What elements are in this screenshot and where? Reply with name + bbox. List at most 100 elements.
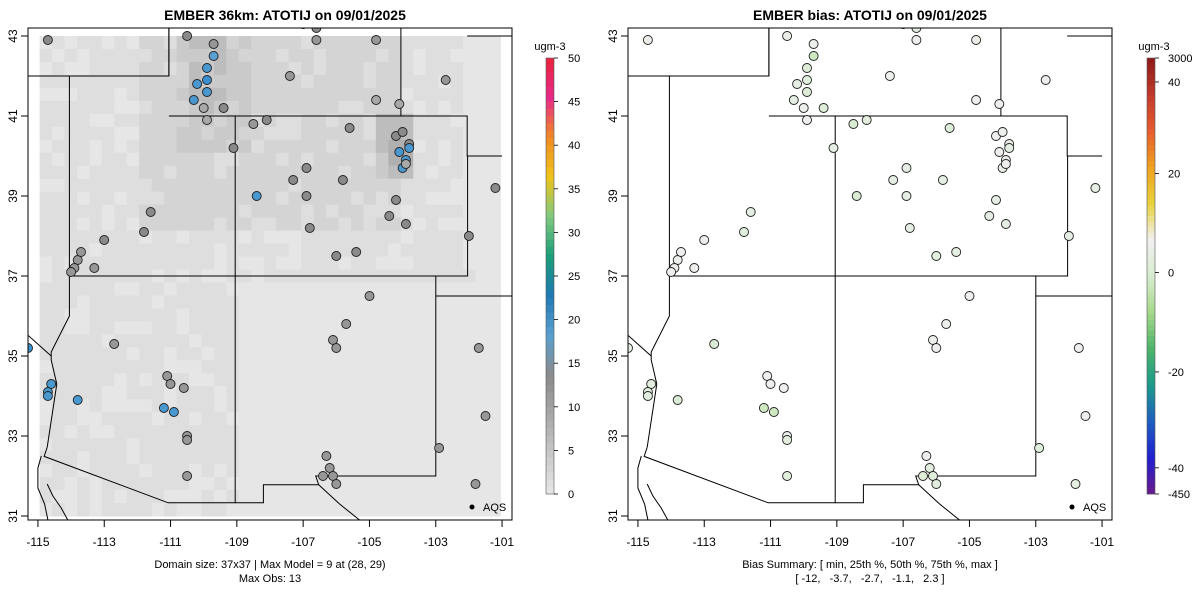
grid-cell <box>425 165 439 180</box>
grid-cell <box>425 477 439 491</box>
grid-cell <box>126 191 140 206</box>
grid-cell <box>213 490 227 504</box>
station-obs-marker <box>371 35 382 45</box>
grid-cell <box>263 490 277 504</box>
grid-cell <box>126 204 140 219</box>
colorbar-segment <box>1147 286 1155 293</box>
colorbar-segment <box>1147 434 1155 440</box>
grid-cell <box>226 87 240 102</box>
grid-cell <box>114 36 128 50</box>
grid-cell <box>126 386 140 400</box>
grid-cell <box>313 61 327 76</box>
grid-cell <box>388 113 402 128</box>
grid-cell <box>101 74 115 89</box>
grid-cell <box>450 399 464 413</box>
grid-cell <box>326 308 339 322</box>
grid-cell <box>388 386 402 400</box>
grid-cell <box>189 282 202 296</box>
grid-cell <box>238 412 252 426</box>
grid-cell <box>64 243 78 258</box>
bias-colorbar-unit: ugm-3 <box>1138 41 1169 53</box>
station-obs-marker <box>168 407 179 417</box>
grid-cell <box>126 321 140 335</box>
grid-cell <box>201 464 215 478</box>
colorbar-segment <box>546 276 554 284</box>
grid-cell <box>226 308 240 322</box>
grid-cell <box>487 464 501 478</box>
grid-cell <box>139 399 153 413</box>
grid-cell <box>114 204 128 219</box>
grid-cell <box>139 373 153 387</box>
grid-cell <box>213 360 227 374</box>
grid-cell <box>39 152 53 167</box>
grid-cell <box>363 477 377 491</box>
grid-cell <box>164 256 178 271</box>
grid-cell <box>350 399 364 413</box>
grid-cell <box>89 412 103 426</box>
colorbar-segment <box>546 116 554 124</box>
grid-cell <box>213 282 227 296</box>
grid-cell <box>388 464 402 478</box>
grid-cell <box>52 412 66 426</box>
grid-cell <box>400 191 414 206</box>
station-bias-marker <box>884 71 895 81</box>
grid-cell <box>39 126 53 141</box>
grid-cell <box>176 87 190 102</box>
grid-cell <box>475 165 489 180</box>
grid-cell <box>313 412 327 426</box>
grid-cell <box>487 243 501 258</box>
grid-cell <box>438 191 452 206</box>
grid-cell <box>425 282 439 296</box>
station-bias-marker <box>828 143 839 153</box>
grid-cell <box>201 139 215 154</box>
grid-cell <box>189 347 202 361</box>
colorbar-tick-label: 20 <box>1168 169 1180 181</box>
grid-cell <box>438 178 452 193</box>
grid-cell <box>89 425 103 439</box>
grid-cell <box>375 438 389 452</box>
grid-cell <box>213 217 227 232</box>
colorbar-tick-label: 35 <box>568 184 580 196</box>
colorbar-segment <box>1147 423 1155 429</box>
grid-cell <box>52 269 66 283</box>
grid-cell <box>238 256 252 271</box>
grid-cell <box>213 308 227 322</box>
colorbar-segment <box>546 246 554 255</box>
y-tick-label: 35 <box>6 349 20 363</box>
grid-cell <box>101 126 115 141</box>
station-obs-marker <box>72 395 83 405</box>
x-tick-label: -111 <box>159 535 182 549</box>
grid-cell <box>375 243 389 258</box>
grid-cell <box>201 282 215 296</box>
grid-cell <box>176 243 190 258</box>
grid-cell <box>326 425 339 439</box>
grid-cell <box>139 438 153 452</box>
grid-cell <box>450 256 464 271</box>
grid-cell <box>400 87 414 102</box>
grid-cell <box>151 282 165 296</box>
colorbar-segment <box>1147 297 1155 304</box>
grid-cell <box>201 191 215 206</box>
colorbar-segment <box>546 123 554 131</box>
station-bias-marker <box>709 339 720 349</box>
station-obs-marker <box>434 443 445 453</box>
grid-cell <box>475 139 489 154</box>
grid-cell <box>363 360 377 374</box>
grid-cell <box>89 334 103 348</box>
colorbar-segment <box>546 297 554 306</box>
grid-cell <box>301 321 315 335</box>
grid-cell <box>338 477 352 491</box>
colorbar-segment <box>1147 259 1155 266</box>
grid-cell <box>338 438 352 452</box>
grid-cell <box>64 178 78 193</box>
grid-cell <box>425 243 439 258</box>
grid-cell <box>400 438 414 452</box>
grid-cell <box>238 36 252 50</box>
grid-cell <box>288 308 302 322</box>
grid-cell <box>213 74 227 89</box>
grid-cell <box>213 152 227 167</box>
grid-cell <box>313 204 327 219</box>
grid-cell <box>313 490 327 504</box>
station-bias-marker <box>808 39 819 49</box>
grid-cell <box>288 451 302 465</box>
